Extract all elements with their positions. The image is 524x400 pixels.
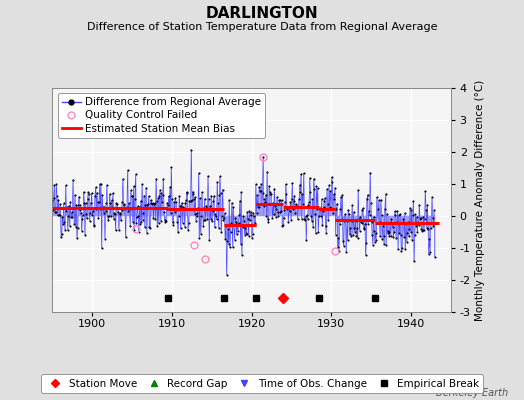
Text: Berkeley Earth: Berkeley Earth — [436, 388, 508, 398]
Text: Difference of Station Temperature Data from Regional Average: Difference of Station Temperature Data f… — [87, 22, 437, 32]
Y-axis label: Monthly Temperature Anomaly Difference (°C): Monthly Temperature Anomaly Difference (… — [475, 79, 485, 321]
Legend: Station Move, Record Gap, Time of Obs. Change, Empirical Break: Station Move, Record Gap, Time of Obs. C… — [41, 374, 483, 393]
Legend: Difference from Regional Average, Quality Control Failed, Estimated Station Mean: Difference from Regional Average, Qualit… — [58, 93, 265, 138]
Text: DARLINGTON: DARLINGTON — [206, 6, 318, 21]
